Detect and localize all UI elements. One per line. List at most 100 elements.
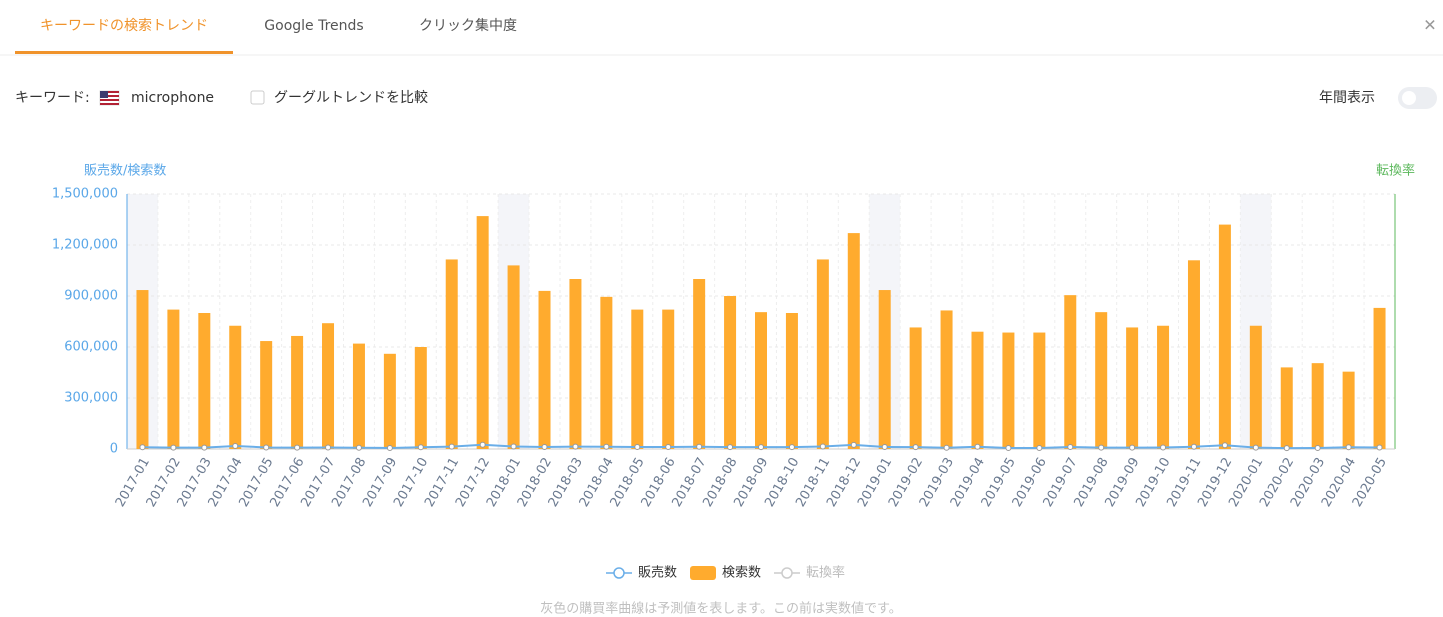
bar xyxy=(693,279,706,449)
bar xyxy=(1157,325,1170,449)
bar xyxy=(136,290,149,449)
bar xyxy=(816,259,829,449)
line-point xyxy=(634,443,641,450)
bar xyxy=(1095,312,1108,449)
line-point xyxy=(788,444,795,451)
line-point xyxy=(355,444,362,451)
keyword: microphone xyxy=(131,90,214,106)
line-point xyxy=(974,443,981,450)
line-point xyxy=(572,443,579,450)
legend-swatch xyxy=(690,566,716,580)
line-point xyxy=(1160,444,1167,451)
bar xyxy=(1342,371,1355,449)
y-tick-label: 900,000 xyxy=(64,289,118,304)
tab[interactable]: Google Trends xyxy=(264,18,363,34)
line-point xyxy=(1252,444,1259,451)
y-tick-label: 300,000 xyxy=(64,391,118,406)
legend-label: 検索数 xyxy=(722,566,761,581)
checkbox-label[interactable]: グーグルトレンドを比較 xyxy=(274,90,428,106)
checkbox[interactable] xyxy=(250,90,265,105)
bar xyxy=(167,309,180,449)
close-button[interactable]: ✕ xyxy=(1423,16,1436,35)
us-flag xyxy=(99,90,120,106)
line-point xyxy=(170,444,177,451)
bar xyxy=(1187,260,1200,449)
line-point xyxy=(1314,444,1321,451)
line-point xyxy=(294,444,301,451)
bar xyxy=(569,279,582,449)
bar xyxy=(322,323,335,449)
bar xyxy=(1373,307,1386,449)
bar xyxy=(971,331,984,449)
line-point xyxy=(1376,444,1383,451)
legend-swatch xyxy=(781,567,793,579)
tab-active[interactable]: キーワードの検索トレンド xyxy=(40,17,208,34)
line-point xyxy=(881,443,888,450)
bar xyxy=(476,216,489,449)
bar xyxy=(1126,327,1139,449)
line-point xyxy=(696,443,703,450)
line-point xyxy=(727,444,734,451)
bar xyxy=(724,296,737,449)
y-tick-label: 0 xyxy=(110,442,118,457)
line-point xyxy=(665,443,672,450)
line-point xyxy=(325,444,332,451)
footnote: 灰色の購買率曲線は予測値を表します。この前は実数値です。 xyxy=(540,601,901,617)
legend-swatch xyxy=(613,567,625,579)
bar xyxy=(352,343,365,449)
bar xyxy=(1311,363,1324,449)
y-tick-label: 1,200,000 xyxy=(52,238,118,253)
y-axis-title: 販売数/検索数 xyxy=(84,163,166,179)
bar xyxy=(229,325,242,449)
line-point xyxy=(850,441,857,448)
bar xyxy=(291,335,304,449)
legend-label: 販売数 xyxy=(638,565,677,581)
line-point xyxy=(201,444,208,451)
bar xyxy=(1033,332,1046,449)
line-point xyxy=(1283,445,1290,452)
y2-axis-title: 転換率 xyxy=(1376,163,1415,179)
bar xyxy=(631,309,644,449)
bar xyxy=(847,233,860,449)
line-point xyxy=(943,444,950,451)
line-point xyxy=(758,444,764,451)
line-point xyxy=(1098,444,1105,451)
bar xyxy=(785,313,798,449)
bar xyxy=(383,353,396,449)
bar xyxy=(1249,325,1262,449)
toggle-knob xyxy=(1402,91,1416,105)
bar xyxy=(260,341,273,449)
line-point xyxy=(1036,444,1043,451)
line-point xyxy=(417,444,424,451)
line-point xyxy=(1190,443,1197,450)
line-point xyxy=(1129,444,1136,451)
bar xyxy=(878,290,891,449)
bar xyxy=(600,296,613,449)
bar xyxy=(940,310,953,449)
bar xyxy=(755,312,767,449)
line-point xyxy=(510,443,517,450)
tab[interactable]: クリック集中度 xyxy=(419,17,517,34)
bar xyxy=(909,327,922,449)
bar xyxy=(1218,224,1231,449)
bar xyxy=(1280,367,1293,449)
line-point xyxy=(139,444,146,451)
line-point xyxy=(232,442,239,449)
y-tick-label: 1,500,000 xyxy=(52,187,118,202)
line-point xyxy=(603,443,610,450)
bar xyxy=(538,290,551,449)
line-point xyxy=(1005,444,1012,451)
bar xyxy=(445,259,458,449)
y-tick-label: 600,000 xyxy=(64,340,118,355)
keyword-label: キーワード: xyxy=(15,90,90,106)
legend-label: 転換率 xyxy=(806,565,845,581)
bar xyxy=(1064,295,1077,449)
line-point xyxy=(912,444,919,451)
bar xyxy=(507,265,520,449)
line-point xyxy=(386,444,393,451)
bar xyxy=(414,347,427,449)
bar xyxy=(198,313,211,449)
bar xyxy=(1002,332,1015,449)
line-point xyxy=(448,443,455,450)
